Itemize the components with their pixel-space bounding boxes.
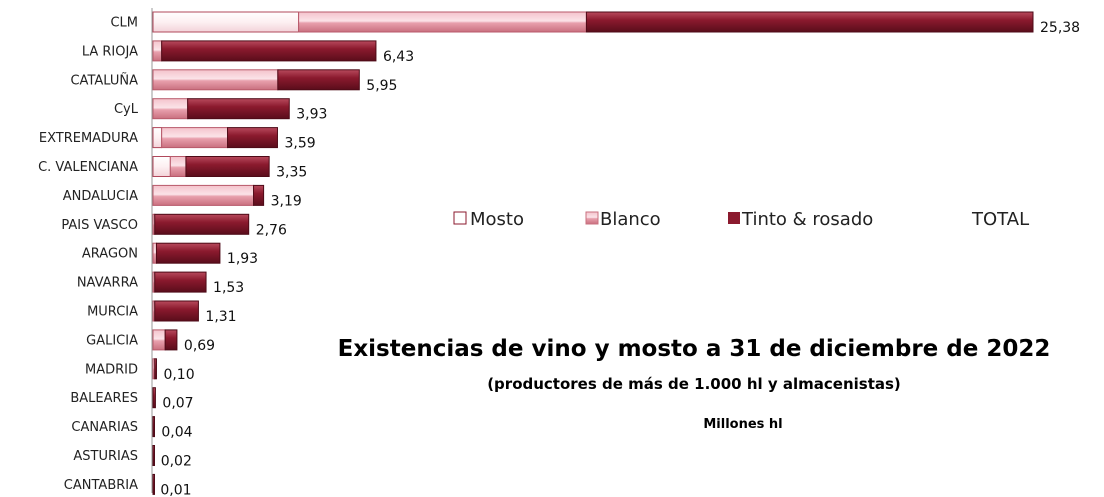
category-label: NAVARRA — [77, 276, 138, 291]
legend-label-blanco: Blanco — [600, 209, 661, 230]
bar-tinto — [155, 242, 221, 264]
category-label: ARAGON — [82, 247, 138, 262]
legend-label-tinto: Tinto & rosado — [741, 209, 873, 230]
bar-tinto — [227, 127, 278, 149]
category-label: PAIS VASCO — [61, 218, 138, 233]
category-labels: CLM LA RIOJA CATALUÑA CyL EXTREMADURA C. VALE… — [38, 16, 139, 493]
bar-tinto — [152, 416, 155, 438]
total-label: 2,76 — [256, 222, 287, 238]
total-label: 0,69 — [184, 338, 215, 354]
legend-swatch-blanco — [585, 211, 599, 225]
total-label: 5,95 — [366, 78, 397, 94]
chart-title: Existencias de vino y mosto a 31 de dici… — [338, 336, 1051, 362]
bar-tinto — [152, 387, 156, 409]
bar-tinto — [161, 40, 377, 62]
bar-tinto — [187, 98, 290, 120]
total-label: 0,07 — [162, 396, 193, 412]
legend: Mosto Blanco Tinto & rosado TOTAL — [453, 209, 1029, 230]
total-label: 1,93 — [227, 251, 258, 267]
total-label: 0,10 — [163, 367, 194, 383]
bar-blanco — [152, 40, 163, 62]
total-label: 0,04 — [161, 425, 192, 441]
category-label: CLM — [110, 16, 138, 31]
unit-label: Millones hl — [703, 417, 782, 432]
total-label: 25,38 — [1040, 20, 1080, 36]
total-label: 6,43 — [383, 49, 414, 65]
category-label: EXTREMADURA — [39, 131, 138, 146]
total-label: 0,02 — [161, 454, 192, 470]
category-label: MURCIA — [87, 305, 138, 320]
category-label: ANDALUCIA — [63, 189, 138, 204]
category-label: CANARIAS — [71, 420, 138, 435]
bar-blanco — [152, 184, 255, 206]
total-labels: 25,38 6,43 5,95 3,93 3,59 3,35 3,19 2,76 1,93 1,5… — [160, 20, 1080, 497]
category-label: CATALUÑA — [70, 72, 138, 88]
total-label: 3,35 — [276, 165, 307, 181]
legend-label-total: TOTAL — [971, 209, 1029, 230]
category-label: BALEARES — [70, 391, 138, 406]
bar-tinto — [253, 184, 265, 206]
category-label: MADRID — [85, 362, 138, 377]
total-label: 1,31 — [205, 309, 236, 325]
bar-tinto — [154, 300, 199, 322]
chart-subtitle: (productores de más de 1.000 hl y almace… — [487, 375, 901, 393]
bar-tinto — [277, 69, 360, 91]
bar-mosto — [152, 127, 163, 149]
category-label: LA RIOJA — [82, 44, 138, 59]
bar-blanco — [152, 98, 189, 120]
bar-tinto — [152, 445, 155, 466]
bar-tinto — [154, 358, 157, 380]
bars — [152, 11, 1034, 495]
bar-tinto — [152, 473, 155, 495]
bar-tinto — [154, 213, 250, 235]
legend-label-mosto: Mosto — [470, 209, 524, 230]
category-label: CANTABRIA — [64, 478, 138, 493]
total-label: 3,19 — [271, 193, 302, 209]
legend-swatch-mosto — [453, 211, 467, 225]
category-label: GALICIA — [86, 333, 138, 348]
total-label: 3,59 — [284, 136, 315, 152]
bar-blanco — [298, 11, 587, 33]
bar-tinto — [585, 11, 1034, 33]
total-label: 0,01 — [160, 482, 191, 497]
bar-tinto — [154, 271, 207, 293]
legend-swatch-tinto — [728, 212, 740, 224]
bar-tinto — [164, 329, 178, 351]
bar-tinto — [185, 156, 270, 177]
bar-blanco — [152, 69, 279, 91]
bar-mosto — [152, 11, 300, 33]
category-label: ASTURIAS — [73, 449, 138, 464]
bar-blanco — [152, 242, 157, 264]
bar-mosto — [152, 156, 171, 177]
total-label: 3,93 — [296, 107, 327, 123]
bar-blanco — [161, 127, 229, 149]
bar-blanco — [152, 329, 166, 351]
bar-blanco — [169, 156, 187, 177]
total-label: 1,53 — [213, 280, 244, 296]
category-label: CyL — [114, 102, 139, 117]
category-label: C. VALENCIANA — [38, 160, 138, 175]
